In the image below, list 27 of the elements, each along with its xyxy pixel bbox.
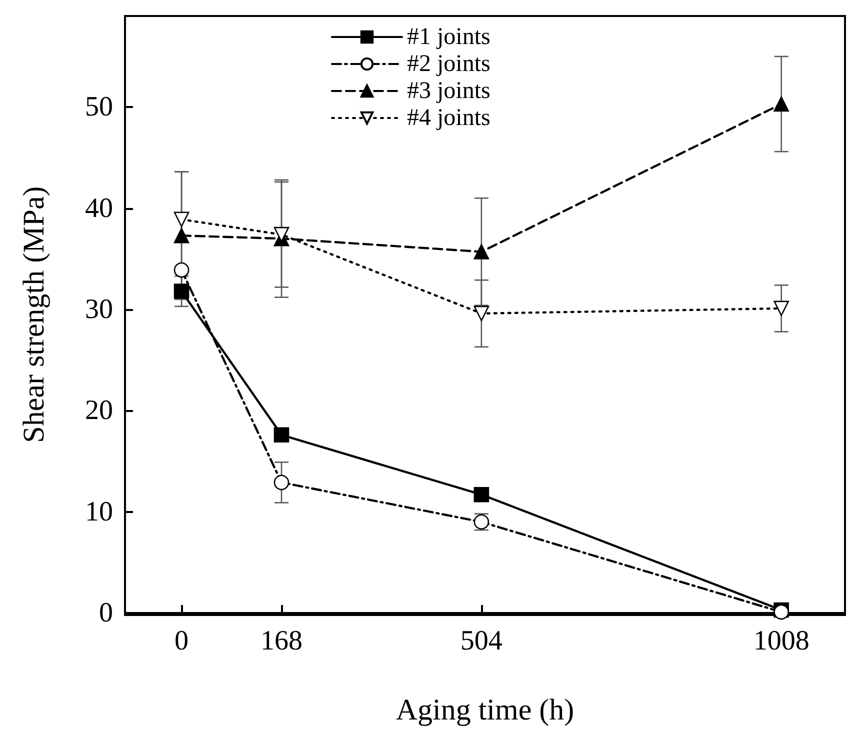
point: [474, 486, 490, 502]
point: [474, 244, 490, 260]
legend-label: #3 joints: [407, 78, 490, 104]
point: [174, 284, 190, 299]
point: [274, 427, 290, 443]
point: [174, 228, 190, 244]
x-tick-label: 168: [260, 626, 302, 656]
legend-label: #1 joints: [407, 24, 490, 50]
legend-label: #4 joints: [407, 105, 490, 131]
x-tick-label: 1008: [753, 626, 810, 656]
y-tick-label: 30: [85, 294, 113, 325]
point: [774, 300, 789, 316]
x-tick-label: 504: [460, 626, 502, 656]
point: [274, 474, 290, 490]
point: [174, 212, 190, 228]
x-tick-label: 0: [174, 626, 189, 656]
y-tick-label: 10: [85, 496, 113, 528]
point: [174, 262, 190, 278]
y-axis-title: Shear strength (MPa): [18, 186, 50, 443]
y-tick-label: 40: [85, 192, 113, 224]
point: [774, 96, 789, 112]
y-tick-label: 0: [99, 598, 113, 628]
x-axis-title: Aging time (h): [396, 694, 574, 726]
y-tick-label: 20: [85, 395, 113, 426]
point: [474, 306, 490, 322]
legend-label: #2 joints: [407, 51, 490, 77]
y-tick-label: 50: [85, 92, 113, 123]
